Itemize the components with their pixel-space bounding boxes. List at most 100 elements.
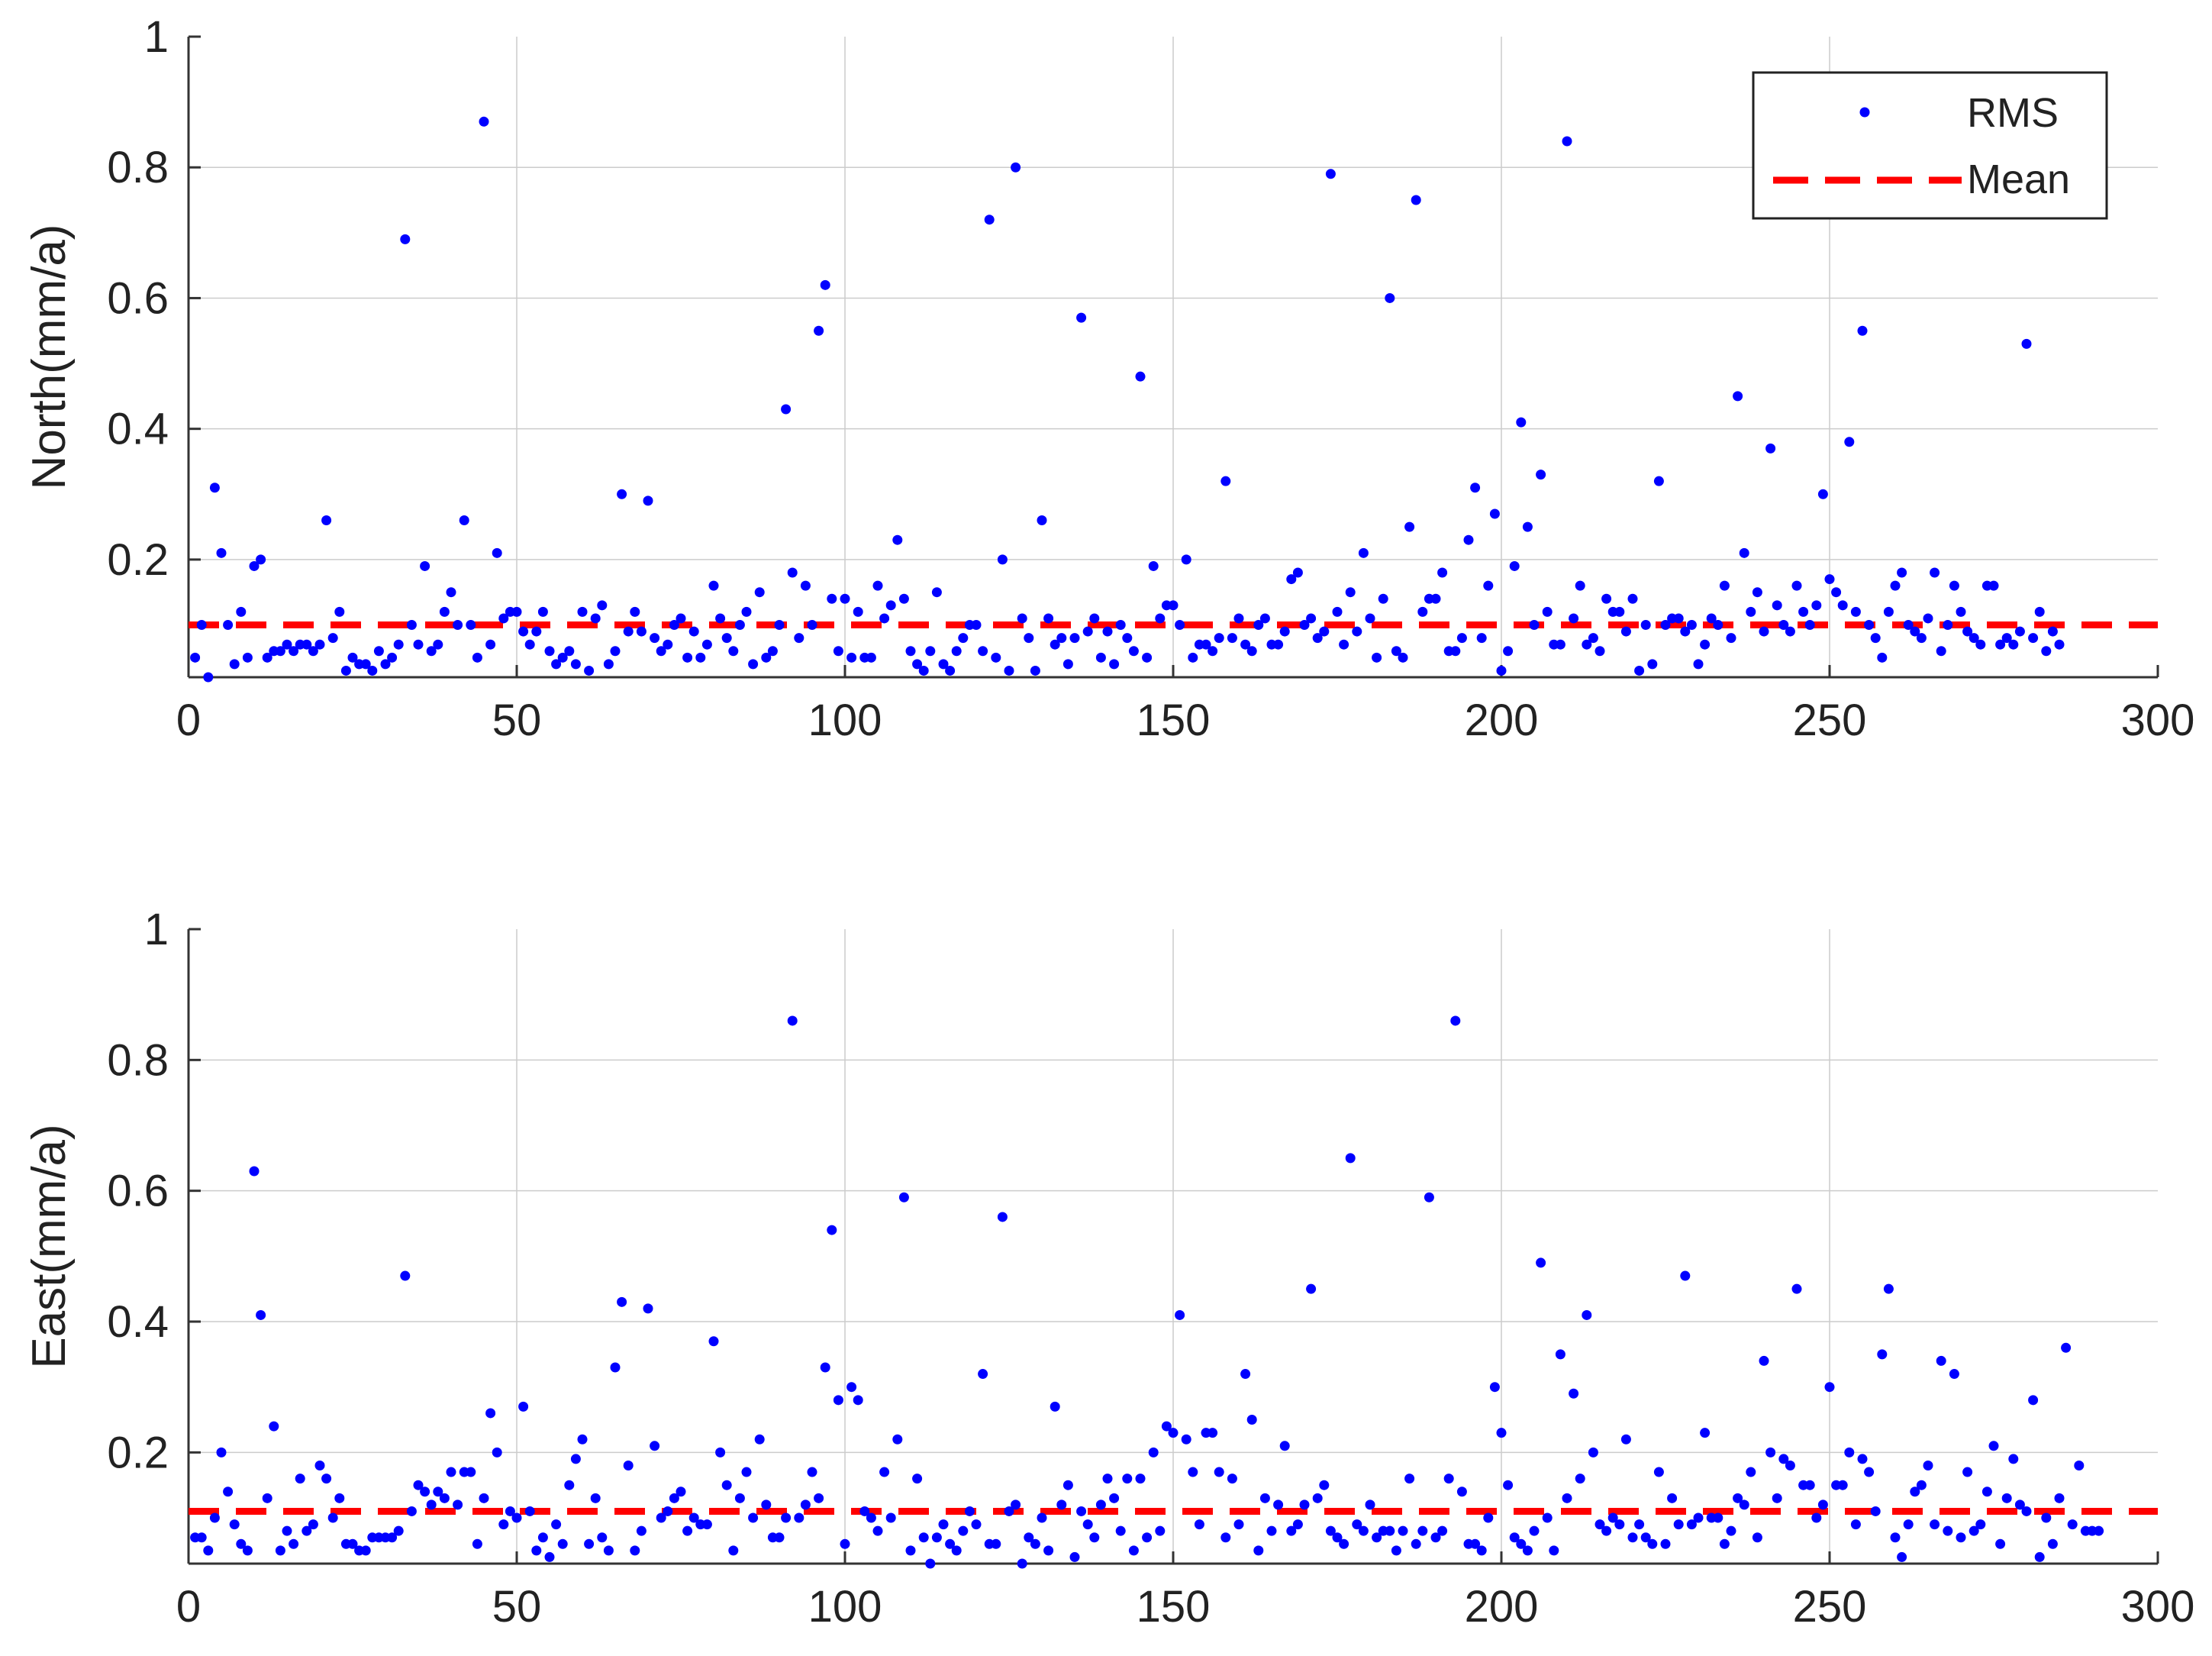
rms-point [1713, 620, 1723, 631]
legend-rms-label: RMS [1967, 90, 2059, 136]
rms-point [1292, 567, 1303, 578]
rms-point [1614, 1519, 1625, 1530]
rms-point [1923, 1460, 1933, 1470]
rms-point [1483, 580, 1494, 591]
rms-point [617, 489, 627, 499]
rms-point [479, 1493, 489, 1503]
rms-point [1372, 1532, 1382, 1543]
rms-point [827, 593, 837, 604]
rms-point [794, 633, 805, 644]
rms-point [1811, 1512, 1822, 1523]
rms-point [1050, 639, 1060, 650]
rms-point [1903, 1519, 1914, 1530]
rms-point [1660, 620, 1671, 631]
rms-point [1719, 1538, 1730, 1549]
rms-point [833, 1395, 843, 1406]
rms-point [800, 1499, 811, 1510]
rms-point [1733, 391, 1743, 402]
rms-point [1062, 1480, 1073, 1490]
rms-point [1155, 613, 1166, 624]
x-tick-label: 250 [1793, 1582, 1867, 1632]
rms-point [701, 1519, 712, 1530]
rms-point [1175, 1309, 1185, 1320]
rms-point [209, 483, 220, 493]
rms-point [289, 646, 299, 657]
rms-point [1857, 1454, 1868, 1464]
rms-point [1516, 417, 1527, 428]
rms-point [1956, 1532, 1966, 1543]
rms-point [1286, 1525, 1297, 1536]
rms-point [1634, 665, 1645, 676]
rms-point [1142, 652, 1153, 663]
rms-point [1680, 626, 1691, 637]
rms-point [466, 1467, 476, 1477]
rms-point [236, 606, 247, 617]
rms-point [1693, 1512, 1704, 1523]
y-tick-label: 0.4 [107, 1297, 169, 1347]
rms-point [1122, 1474, 1133, 1484]
rms-point [827, 1225, 837, 1235]
rms-point [859, 1506, 870, 1516]
rms-point [308, 1519, 318, 1530]
rms-point [1345, 587, 1356, 598]
rms-point [603, 659, 614, 670]
rms-point [275, 1545, 285, 1556]
rms-point [1306, 1283, 1317, 1294]
rms-point [406, 1506, 417, 1516]
rms-point [1299, 1499, 1310, 1510]
rms-point [2014, 626, 2025, 637]
rms-point [347, 652, 358, 663]
rms-point [1385, 292, 1395, 303]
rms-point [1930, 1519, 1940, 1530]
rms-point [393, 1525, 404, 1536]
rms-point [1936, 1355, 1946, 1366]
rms-point [1549, 1545, 1559, 1556]
rms-point [1837, 1480, 1848, 1490]
rms-point [1155, 1525, 1166, 1536]
rms-point [1043, 613, 1054, 624]
rms-point [991, 1538, 1001, 1549]
rms-point [314, 639, 325, 650]
rms-point [1385, 1525, 1395, 1536]
rms-point [945, 665, 956, 676]
rms-point [1949, 1369, 1959, 1380]
rms-point [229, 659, 240, 670]
rms-point [360, 1545, 371, 1556]
y-tick-label: 0.8 [107, 1035, 169, 1085]
rms-point [1299, 620, 1310, 631]
rms-point [1489, 508, 1500, 519]
rms-point [1522, 521, 1533, 532]
rms-point [866, 1512, 876, 1523]
rms-point [807, 1467, 817, 1477]
rms-point [1890, 580, 1901, 591]
rms-point [1916, 633, 1927, 644]
rms-point [925, 646, 936, 657]
rms-point [728, 1545, 739, 1556]
rms-point [1319, 626, 1330, 637]
rms-point [387, 652, 398, 663]
rms-point [931, 587, 942, 598]
rms-point [643, 496, 653, 506]
rms-point [1089, 613, 1100, 624]
x-tick-label: 250 [1793, 696, 1867, 745]
rms-point [1069, 1551, 1080, 1562]
rms-point [420, 1487, 430, 1497]
rms-point [1988, 1441, 1999, 1451]
rms-point [1024, 633, 1034, 644]
rms-point [1168, 600, 1179, 611]
rms-point [262, 652, 272, 663]
rms-point [774, 620, 785, 631]
rms-point [1595, 1519, 1605, 1530]
rms-point [656, 1512, 666, 1523]
rms-point [1516, 1538, 1527, 1549]
rms-point [295, 1474, 305, 1484]
rms-point [347, 1538, 358, 1549]
y-tick-label: 1 [144, 12, 169, 62]
x-tick-label: 100 [808, 696, 882, 745]
rms-point [1542, 1512, 1553, 1523]
rms-point [1076, 312, 1087, 323]
rms-point [1312, 633, 1323, 644]
rms-point [2094, 1525, 2104, 1536]
rms-point [472, 652, 482, 663]
